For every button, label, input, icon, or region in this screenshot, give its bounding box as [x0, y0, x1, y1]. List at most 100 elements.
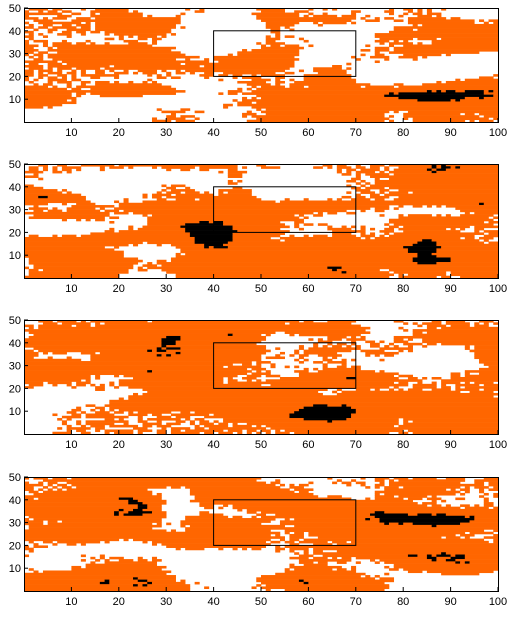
facies-cells: [227, 173, 243, 176]
facies-cells: [388, 164, 432, 167]
facies-cells: [360, 349, 385, 353]
facies-cells: [256, 87, 499, 91]
facies-cells: [384, 492, 456, 496]
facies-cells: [24, 94, 72, 98]
facies-cells: [474, 356, 499, 360]
facies-cells: [237, 101, 252, 105]
facies-cells: [85, 379, 91, 382]
facies-cells: [298, 561, 314, 564]
facies-cells: [33, 333, 229, 337]
facies-cells: [298, 361, 304, 364]
facies-cells: [403, 117, 409, 121]
facies-cells: [166, 168, 172, 172]
facies-cells: [265, 424, 395, 428]
facies-cells: [199, 420, 210, 423]
facies-cells: [33, 266, 134, 270]
facies-cells: [95, 17, 181, 20]
facies-cells: [464, 236, 475, 240]
facies-cells: [327, 404, 342, 407]
facies-cells: [175, 351, 181, 355]
facies-cells: [42, 570, 172, 574]
facies-cells: [422, 377, 428, 380]
facies-cells: [351, 479, 357, 482]
facies-cells: [232, 232, 285, 235]
facies-cells: [189, 524, 285, 528]
facies-cells: [61, 10, 72, 13]
facies-cells: [137, 577, 176, 580]
facies-cells: [52, 234, 58, 238]
facies-cells: [76, 406, 82, 410]
facies-cells: [256, 17, 357, 20]
facies-cells: [33, 492, 153, 496]
facies-cells: [441, 499, 447, 503]
facies-cells: [24, 53, 30, 57]
facies-cells: [24, 386, 34, 389]
facies-cells: [450, 257, 499, 261]
facies-cells: [118, 508, 124, 512]
facies-cells: [71, 205, 115, 208]
facies-cells: [289, 563, 295, 567]
facies-cells: [218, 431, 233, 435]
facies-cells: [403, 12, 409, 16]
facies-cells: [365, 518, 371, 521]
facies-cells: [128, 411, 134, 414]
facies-cells: [436, 248, 499, 251]
facies-cells: [313, 214, 323, 217]
facies-cells: [199, 198, 262, 201]
facies-cells: [294, 365, 300, 369]
facies-cells: [194, 411, 295, 414]
facies-cells: [66, 418, 72, 421]
facies-cells: [33, 53, 44, 57]
facies-cells: [294, 524, 432, 528]
facies-cells: [365, 497, 371, 501]
facies-cells: [223, 243, 413, 247]
facies-cells: [156, 262, 418, 265]
facies-cells: [24, 35, 34, 38]
facies-cells: [388, 268, 499, 272]
facies-cells: [137, 584, 143, 587]
facies-cells: [313, 21, 319, 25]
facies-cells: [109, 227, 115, 231]
facies-cells: [417, 28, 499, 32]
facies-cells: [412, 257, 451, 261]
facies-cells: [374, 497, 404, 501]
facies-cells: [483, 90, 489, 93]
facies-cells: [412, 522, 461, 526]
facies-cells: [341, 271, 347, 274]
facies-cells: [189, 492, 314, 496]
facies-cells: [38, 26, 48, 29]
facies-cells: [284, 198, 290, 201]
x-tick-label: 80: [397, 283, 409, 295]
facies-cells: [24, 239, 195, 242]
facies-cells: [104, 42, 110, 45]
facies-cells: [322, 358, 333, 362]
facies-cells: [185, 418, 191, 421]
facies-cells: [137, 411, 172, 414]
facies-cells: [384, 17, 395, 20]
facies-cells: [374, 17, 380, 20]
facies-cells: [118, 497, 134, 501]
facies-cells: [47, 195, 86, 199]
facies-cells: [66, 481, 267, 485]
facies-cells: [379, 191, 385, 194]
facies-cells: [109, 556, 124, 560]
facies-cells: [137, 420, 148, 423]
facies-cells: [298, 554, 314, 558]
facies-cells: [464, 556, 499, 560]
facies-cells: [393, 386, 399, 389]
facies-cells: [128, 499, 139, 503]
facies-cells: [284, 365, 290, 369]
facies-cells: [24, 51, 34, 54]
facies-cells: [265, 23, 295, 27]
facies-cells: [76, 17, 91, 20]
facies-cells: [38, 55, 44, 59]
facies-cells: [66, 488, 148, 491]
facies-cells: [327, 342, 333, 346]
facies-cells: [388, 479, 395, 482]
facies-cells: [95, 386, 105, 389]
facies-cells: [460, 561, 466, 564]
facies-cells: [464, 486, 470, 489]
facies-cells: [275, 76, 285, 79]
facies-cells: [379, 520, 470, 523]
facies-cells: [90, 30, 101, 34]
